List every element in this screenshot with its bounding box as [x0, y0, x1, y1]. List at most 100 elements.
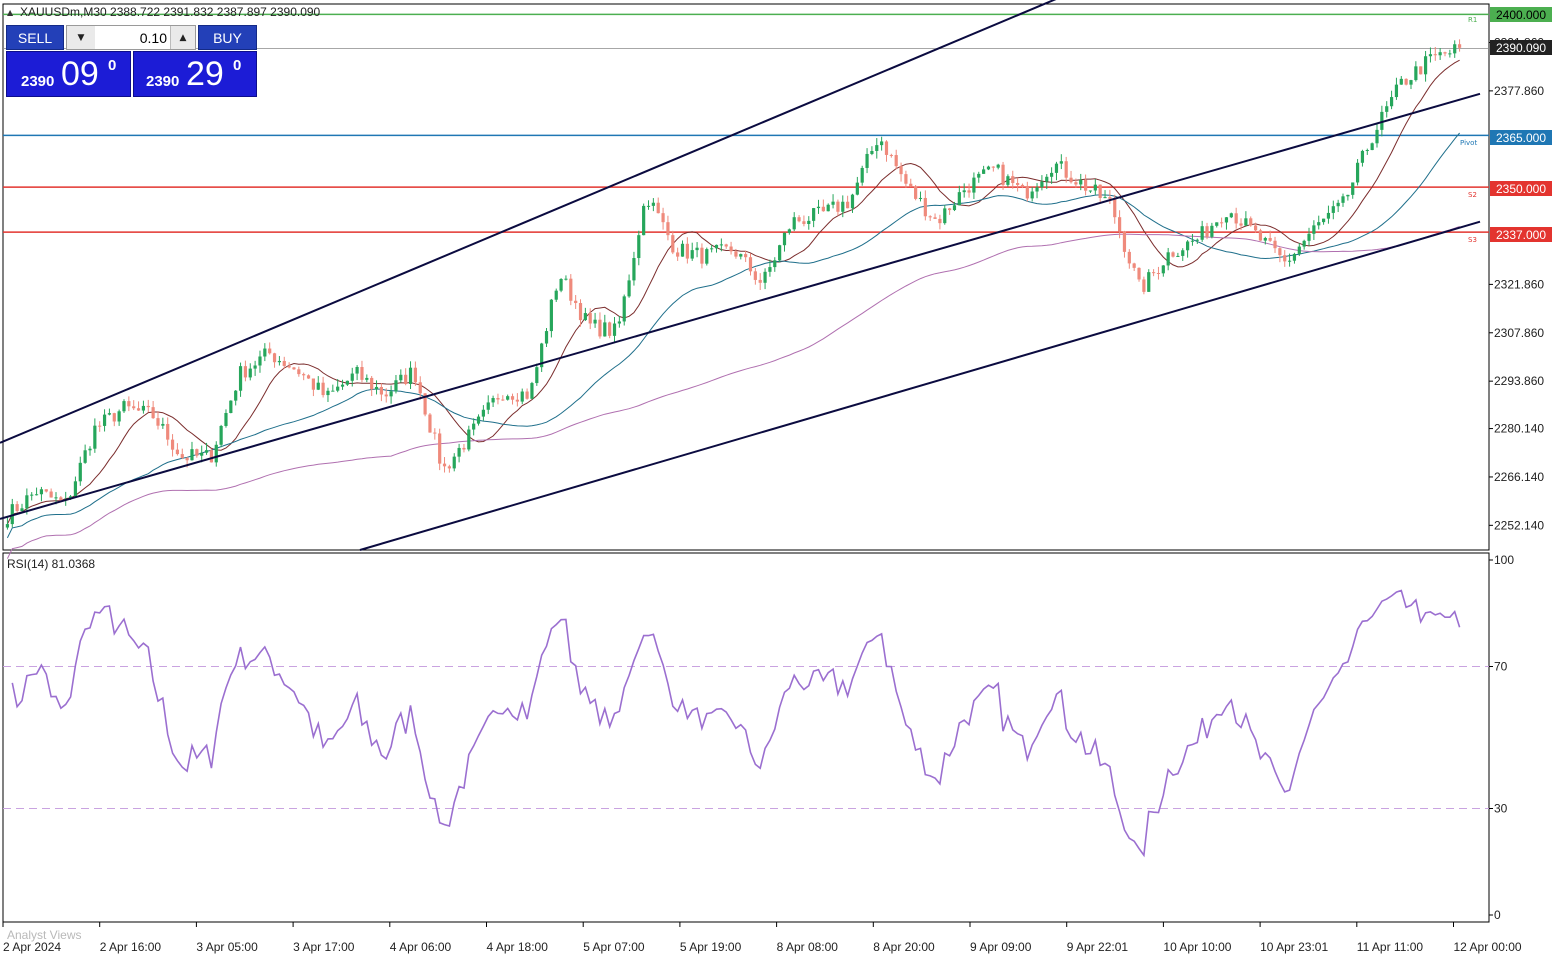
- candle-body: [1084, 179, 1088, 191]
- time-tick-label: 11 Apr 11:00: [1357, 940, 1424, 954]
- lot-dropdown-icon[interactable]: ▼: [67, 26, 96, 49]
- channel-trendline-2[interactable]: [0, 92, 1481, 520]
- candle-body: [141, 405, 146, 411]
- candle-body: [928, 216, 932, 218]
- candle-body: [224, 412, 228, 426]
- candle-body: [1118, 217, 1122, 232]
- candle-body: [646, 205, 651, 207]
- candle-body: [1108, 197, 1112, 199]
- candle-body: [598, 319, 602, 337]
- candle-body: [768, 267, 772, 272]
- candle-body: [452, 456, 456, 469]
- candle-body: [850, 194, 855, 209]
- candle-body: [311, 378, 315, 390]
- sell-price-button[interactable]: 2390 09 0: [6, 51, 131, 97]
- header-collapse-icon[interactable]: ▲: [7, 8, 14, 17]
- candle-body: [39, 489, 44, 495]
- candle-body: [1152, 272, 1156, 274]
- candle-body: [656, 202, 660, 214]
- candle-body: [486, 402, 490, 410]
- candle-body: [195, 449, 199, 456]
- candle-body: [238, 366, 243, 391]
- candle-body: [374, 386, 379, 390]
- candle-body: [258, 356, 262, 366]
- candle-body: [1453, 44, 1457, 54]
- candle-body: [1069, 177, 1073, 183]
- candle-body: [1365, 150, 1369, 152]
- candle-body: [462, 447, 466, 450]
- candle-body: [515, 399, 519, 402]
- pivot-label: Pivot: [1460, 139, 1477, 147]
- candle-body: [355, 366, 359, 374]
- candle-body: [860, 167, 864, 183]
- candle-body: [1200, 226, 1204, 240]
- candle-body: [588, 313, 592, 324]
- candle-body: [1127, 251, 1131, 264]
- buy-price-small: 2390: [146, 73, 180, 90]
- time-tick-label: 4 Apr 18:00: [487, 940, 549, 954]
- candle-body: [1205, 226, 1209, 237]
- candle-body: [714, 244, 719, 249]
- candle-body: [807, 220, 811, 224]
- candle-body: [802, 221, 806, 224]
- candle-body: [1113, 198, 1117, 218]
- candle-body: [797, 217, 801, 222]
- lot-size-input[interactable]: [95, 26, 171, 49]
- candle-body: [1331, 206, 1335, 213]
- candle-body: [880, 141, 884, 146]
- candle-body: [889, 154, 893, 156]
- candle-body: [476, 416, 481, 424]
- candle-body: [884, 141, 889, 155]
- candle-body: [1185, 241, 1190, 251]
- time-tick-label: 9 Apr 09:00: [970, 940, 1032, 954]
- candle-body: [1370, 143, 1374, 151]
- buy-price-button[interactable]: 2390 29 0: [133, 51, 257, 97]
- rsi-tick-label: 70: [1494, 660, 1508, 674]
- candle-body: [501, 399, 505, 401]
- candle-body: [1307, 233, 1311, 241]
- candle-body: [962, 190, 966, 193]
- rsi-tick-label: 0: [1494, 908, 1501, 922]
- candle-body: [1244, 218, 1248, 226]
- candle-body: [1064, 161, 1068, 178]
- candle-body: [1093, 184, 1097, 191]
- time-tick-label: 10 Apr 10:00: [1163, 940, 1231, 954]
- rsi-frame: [2, 552, 1490, 923]
- lot-increase-icon[interactable]: ▲: [170, 26, 195, 49]
- candle-body: [510, 396, 515, 400]
- time-tick-label: 5 Apr 19:00: [680, 940, 742, 954]
- sell-price-small: 2390: [21, 73, 55, 90]
- candle-body: [637, 235, 641, 259]
- candle-body: [428, 414, 432, 433]
- candle-body: [467, 429, 471, 450]
- candle-body: [10, 504, 14, 525]
- channel-trendline-1[interactable]: [0, 0, 1480, 444]
- candle-body: [530, 383, 534, 399]
- candle-body: [73, 481, 78, 497]
- lot-size-control: ▼ ▲: [66, 25, 196, 50]
- candle-body: [423, 393, 427, 415]
- candle-body: [107, 413, 112, 415]
- candle-body: [209, 450, 214, 463]
- candle-body: [1341, 196, 1345, 203]
- candle-body: [321, 382, 325, 396]
- candle-body: [680, 243, 685, 257]
- rsi-tick-label: 30: [1494, 802, 1508, 816]
- candle-body: [190, 449, 194, 461]
- candle-body: [1346, 194, 1350, 197]
- candle-body: [724, 244, 728, 247]
- buy-button[interactable]: BUY: [198, 25, 257, 50]
- time-tick-label: 10 Apr 23:01: [1260, 940, 1328, 954]
- channel-trendline-3[interactable]: [359, 220, 1481, 551]
- candle-body: [185, 457, 189, 461]
- candle-body: [98, 425, 102, 427]
- candle-body: [384, 394, 388, 397]
- candle-body: [865, 153, 869, 168]
- candle-body: [268, 348, 272, 354]
- candle-body: [156, 418, 160, 426]
- time-tick-label: 2 Apr 16:00: [100, 940, 162, 954]
- candle-body: [1287, 260, 1292, 262]
- candle-body: [127, 401, 131, 407]
- sell-button[interactable]: SELL: [6, 25, 64, 50]
